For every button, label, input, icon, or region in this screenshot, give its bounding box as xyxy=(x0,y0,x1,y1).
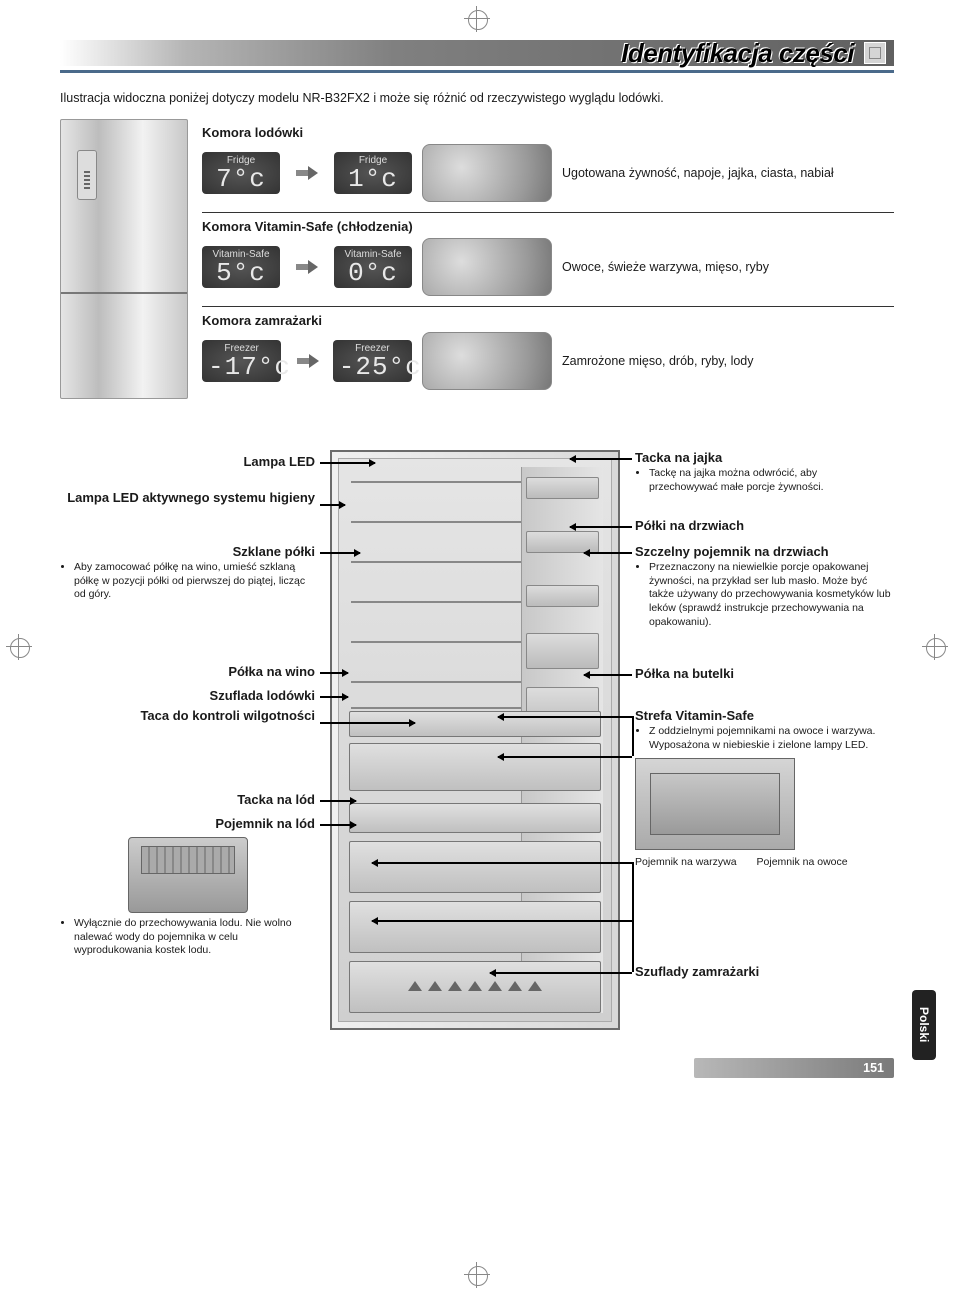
label-wine-shelf: Półka na wino xyxy=(60,664,315,679)
compartments-section: Komora lodówki Fridge 7°c Fridge 1°c xyxy=(60,119,894,400)
leader-line xyxy=(372,862,632,864)
label-door-shelves: Półki na drzwiach xyxy=(635,518,885,533)
compartment-vitamin-desc: Owoce, świeże warzywa, mięso, ryby xyxy=(562,259,894,276)
label-bottle-shelf: Półka na butelki xyxy=(635,666,885,681)
crop-mark-right xyxy=(922,634,948,660)
leader-line xyxy=(320,504,345,506)
leader-line xyxy=(490,972,632,974)
compartment-freezer: Komora zamrażarki Freezer -17°c Freezer … xyxy=(202,306,894,400)
triangle-icons xyxy=(408,981,542,991)
label-hygiene-led: Lampa LED aktywnego systemu higieny xyxy=(60,490,315,505)
compartment-fridge-title: Komora lodówki xyxy=(202,125,894,140)
page-number: 151 xyxy=(694,1058,894,1078)
lcd-freezer-to: Freezer -25°c xyxy=(333,340,412,382)
header-square-icon xyxy=(864,42,886,64)
fridge-exterior-image xyxy=(60,119,188,400)
label-egg-tray: Tacka na jajka Tackę na jajka można odwr… xyxy=(635,450,885,494)
leader-line xyxy=(570,526,632,528)
freezer-food-image xyxy=(422,332,552,390)
leader-line xyxy=(320,552,360,554)
leader-line xyxy=(320,462,375,464)
label-led-lamp: Lampa LED xyxy=(60,454,315,469)
lcd-fridge-from: Fridge 7°c xyxy=(202,152,280,194)
leader-line xyxy=(584,674,632,676)
header-band: Identyfikacja części xyxy=(60,40,894,66)
fridge-display-icon xyxy=(77,150,97,200)
leader-line xyxy=(320,696,348,698)
arrow-right-icon xyxy=(296,166,318,180)
label-glass-shelves: Szklane półki Aby zamocować półkę na win… xyxy=(60,544,315,602)
language-tab: Polski xyxy=(912,990,936,1060)
leader-line xyxy=(498,756,632,758)
page-title: Identyfikacja części xyxy=(621,38,854,69)
label-ice-container: Pojemnik na lód Wyłącznie do przechowywa… xyxy=(60,816,315,958)
compartment-vitamin: Komora Vitamin-Safe (chłodzenia) Vitamin… xyxy=(202,212,894,306)
vitamin-safe-image xyxy=(635,758,795,850)
leader-line xyxy=(320,824,356,826)
lcd-fridge-to: Fridge 1°c xyxy=(334,152,412,194)
leader-line xyxy=(372,920,632,922)
leader-line xyxy=(320,722,415,724)
arrow-right-icon xyxy=(297,354,316,368)
compartment-freezer-desc: Zamrożone mięso, drób, ryby, lody xyxy=(562,353,894,370)
leader-line xyxy=(632,716,634,756)
compartment-fridge: Komora lodówki Fridge 7°c Fridge 1°c xyxy=(202,119,894,212)
leader-line xyxy=(498,716,632,718)
leader-line xyxy=(632,862,634,972)
compartment-list: Komora lodówki Fridge 7°c Fridge 1°c xyxy=(202,119,894,400)
leader-line xyxy=(320,672,348,674)
label-sealed-pocket: Szczelny pojemnik na drzwiach Przeznaczo… xyxy=(635,544,895,629)
fridge-food-image xyxy=(422,144,552,202)
ice-tray-image xyxy=(128,837,248,913)
compartment-fridge-desc: Ugotowana żywność, napoje, jajka, ciasta… xyxy=(562,165,894,182)
compartment-vitamin-title: Komora Vitamin-Safe (chłodzenia) xyxy=(202,219,894,234)
crop-mark-left xyxy=(6,634,32,660)
lcd-vitamin-from: Vitamin-Safe 5°c xyxy=(202,246,280,288)
label-freezer-drawers: Szuflady zamrażarki xyxy=(635,964,885,979)
lcd-freezer-from: Freezer -17°c xyxy=(202,340,281,382)
label-ice-tray: Tacka na lód xyxy=(60,792,315,807)
label-vitamin-zone: Strefa Vitamin-Safe Z oddzielnymi pojemn… xyxy=(635,708,885,868)
label-fridge-drawer: Szuflada lodówki xyxy=(60,688,315,703)
page-container: Identyfikacja części Ilustracja widoczna… xyxy=(0,0,954,1100)
leader-line xyxy=(570,458,632,460)
leader-line xyxy=(584,552,632,554)
arrow-right-icon xyxy=(296,260,318,274)
compartment-freezer-title: Komora zamrażarki xyxy=(202,313,894,328)
leader-line xyxy=(320,800,356,802)
label-humidity-tray: Taca do kontroli wilgotności xyxy=(60,708,315,723)
fridge-interior-image xyxy=(330,450,620,1030)
lcd-vitamin-to: Vitamin-Safe 0°c xyxy=(334,246,412,288)
parts-diagram: Lampa LED Lampa LED aktywnego systemu hi… xyxy=(60,450,894,1070)
label-veg-case: Pojemnik na warzywa xyxy=(635,856,737,868)
crop-mark-bottom xyxy=(464,1262,490,1288)
intro-text: Ilustracja widoczna poniżej dotyczy mode… xyxy=(60,91,894,105)
vitamin-food-image xyxy=(422,238,552,296)
label-fruit-case: Pojemnik na owoce xyxy=(757,856,848,868)
header-underline xyxy=(60,70,894,73)
